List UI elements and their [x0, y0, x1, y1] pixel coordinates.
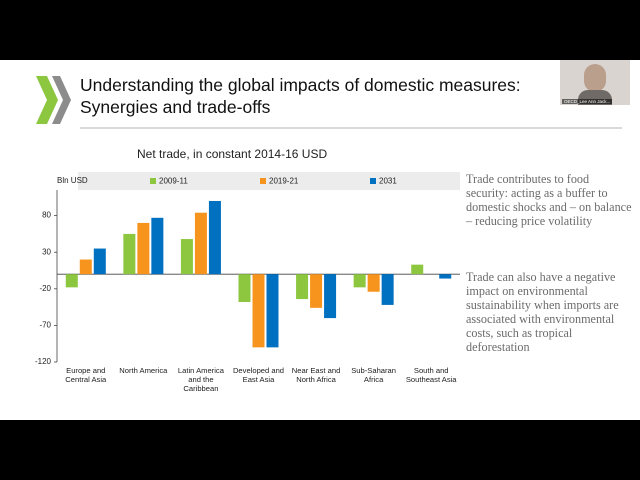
x-tick-label: Europe and Central Asia	[65, 366, 107, 384]
y-tick-label: 30	[42, 247, 51, 256]
x-tick-label: Near East and North Africa	[291, 366, 341, 384]
bar	[266, 274, 279, 348]
bar	[208, 200, 221, 275]
bar	[353, 274, 366, 288]
chart-title: Net trade, in constant 2014-16 USD	[137, 147, 327, 161]
slide-title: Understanding the global impacts of dome…	[80, 74, 560, 118]
bar	[296, 274, 309, 300]
slide	[0, 60, 640, 420]
x-tick-label: Developed and East Asia	[232, 366, 285, 384]
legend-swatch	[260, 178, 266, 184]
x-tick-label: Sub-Saharan Africa	[351, 366, 396, 384]
y-tick-label: -120	[35, 357, 52, 366]
bar	[180, 239, 193, 275]
slide-title-text: Understanding the global impacts of dome…	[80, 75, 521, 117]
bar	[65, 274, 78, 288]
legend-band	[78, 172, 460, 190]
side-text: Trade can also have a negative impact on…	[466, 270, 619, 354]
bar	[194, 212, 207, 275]
bar	[93, 248, 106, 275]
logo-chevron	[36, 76, 58, 124]
logo-chevron	[52, 76, 71, 124]
side-text: Trade contributes to food security: acti…	[466, 172, 632, 228]
x-tick-label: North America	[119, 366, 168, 375]
bar	[137, 222, 150, 275]
participant	[584, 64, 606, 92]
legend-swatch	[150, 178, 156, 184]
video-label: OECD_Lee Ann Jack...	[562, 99, 613, 104]
bar	[324, 274, 337, 319]
y-tick-label: -20	[39, 284, 51, 293]
bar	[381, 274, 394, 305]
bar	[367, 274, 380, 292]
bar	[411, 264, 424, 275]
y-axis-label: Bln USD	[57, 176, 88, 185]
bar	[439, 274, 452, 279]
y-tick-label: 80	[42, 211, 51, 220]
video-tile: OECD_Lee Ann Jack...	[560, 60, 630, 105]
x-tick-label: South and Southeast Asia	[405, 366, 457, 384]
legend-label: 2019-21	[269, 177, 299, 186]
bar	[79, 259, 92, 275]
legend-label: 2031	[379, 177, 397, 186]
bar	[310, 274, 323, 308]
bar	[238, 274, 251, 302]
y-tick-label: -70	[39, 321, 51, 330]
legend-swatch	[370, 178, 376, 184]
legend-label: 2009-11	[159, 177, 188, 186]
bar	[123, 233, 136, 275]
x-tick-label: Latin America and the Caribbean	[177, 366, 224, 393]
bar	[252, 274, 265, 348]
bar	[151, 217, 164, 275]
